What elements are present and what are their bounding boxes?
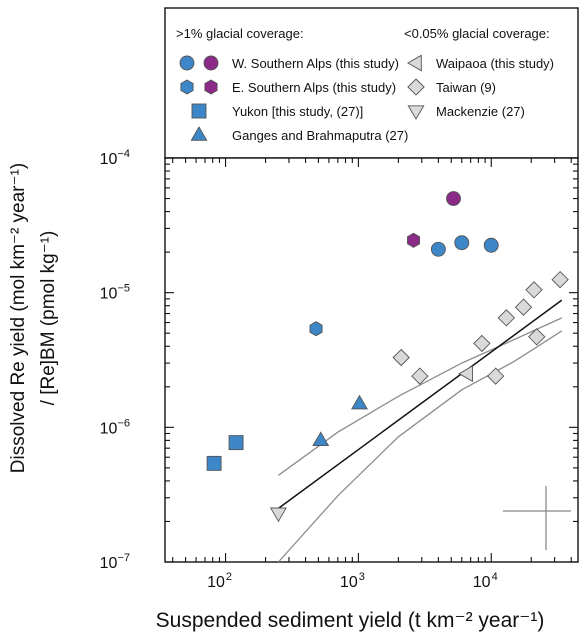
point-hexagon-pair: [309, 321, 323, 337]
regression-line: [277, 299, 563, 510]
point-triangle-up: [312, 431, 330, 447]
point-square: [206, 455, 222, 471]
confidence-upper-line: [278, 317, 563, 476]
point-diamond: [392, 348, 410, 367]
plot-area: [164, 157, 579, 563]
x-tick-label: 104: [473, 571, 498, 591]
point-circle-pair: [454, 235, 470, 251]
legend-label: Yukon [this study, (27)]: [232, 104, 363, 119]
legend-box: [164, 7, 579, 159]
legend-marker: [406, 54, 422, 72]
legend-label: Ganges and Brahmaputra (27): [232, 128, 408, 143]
y-tick-label: 10−4: [100, 148, 130, 168]
confidence-lower-line: [277, 330, 563, 563]
point-circle-pair: [483, 237, 499, 253]
legend-marker: [191, 103, 207, 119]
point-diamond: [514, 298, 533, 316]
legend-marker: [407, 78, 425, 96]
legend-group-high-label: >1% glacial coverage:: [176, 26, 304, 41]
legend-marker: [204, 79, 218, 95]
legend-label: Mackenzie (27): [436, 104, 525, 119]
legend: W. Southern Alps (this study) E. Southern…: [179, 54, 554, 143]
legend-label: E. Southern Alps (this study): [232, 80, 396, 95]
point-circle-pair: [446, 191, 461, 206]
point-triangle-left: [458, 365, 473, 383]
legend-group-low-label: <0.05% glacial coverage:: [404, 26, 550, 41]
data-points: [206, 191, 569, 523]
point-diamond: [551, 270, 569, 289]
legend-marker: [179, 55, 195, 71]
point-hexagon-pair: [407, 232, 421, 248]
fit-curves: [277, 299, 563, 563]
point-triangle-up: [351, 394, 368, 410]
point-diamond: [497, 309, 516, 327]
point-square: [228, 435, 244, 451]
point-diamond: [528, 328, 546, 346]
point-diamond: [473, 334, 491, 353]
x-axis-label: Suspended sediment yield (t km⁻² year⁻¹): [156, 609, 545, 632]
point-diamond: [486, 367, 505, 385]
legend-marker: [190, 126, 208, 141]
legend-marker: [203, 55, 219, 71]
legend-label: W. Southern Alps (this study): [232, 56, 399, 71]
y-axis-label-line2: / [Re]BM (pmol kg⁻¹): [38, 231, 59, 406]
point-triangle-down: [269, 507, 287, 523]
error-cross: [503, 486, 571, 550]
x-tick-label: 103: [340, 571, 365, 591]
point-circle-pair: [430, 241, 446, 257]
legend-label: Waipaoa (this study): [436, 56, 554, 71]
point-diamond: [411, 367, 429, 385]
legend-marker: [180, 79, 194, 95]
legend-label: Taiwan (9): [436, 80, 496, 95]
point-diamond: [525, 281, 543, 299]
legend-marker: [407, 105, 425, 120]
y-tick-label: 10−7: [100, 552, 130, 572]
x-tick-label: 102: [207, 571, 232, 591]
y-axis-label-line1: Dissolved Re yield (mol km⁻² year⁻¹): [8, 163, 29, 473]
y-tick-label: 10−5: [100, 283, 130, 303]
y-tick-label: 10−6: [100, 417, 130, 437]
